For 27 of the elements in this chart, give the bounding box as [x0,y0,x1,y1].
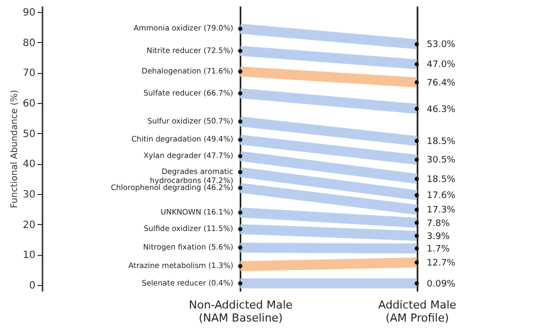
annotation: 3.9% [426,232,450,242]
x-tick-label: Addicted Male (AM Profile) [378,298,456,324]
y-tick-label: 60 [22,98,36,110]
annotation: 76.4% [426,78,456,88]
y-axis-title: Functional Abundance (%) [10,90,20,208]
annotation: 12.7% [426,258,456,268]
annotation: 30.5% [426,156,456,166]
y-tick-label: 0 [29,280,36,292]
y-tick-label: 50 [22,128,36,140]
y-tick-label: 10 [22,250,36,262]
annotation: 7.8% [426,218,450,229]
y-tick-label: 70 [22,68,36,80]
y-tick-label: 80 [22,38,36,49]
annotation: 1.7% [426,244,450,255]
annotation: 18.5% [426,136,456,147]
annotation: 46.3% [426,104,456,115]
annotation: 47.0% [426,60,456,70]
y-tick-label: 30 [22,189,36,200]
annotation: 18.5% [426,174,456,185]
x-tick-label: Non-Addicted Male (NAM Baseline) [188,298,293,324]
annotation: 17.6% [426,191,456,202]
y-tick-label: 90 [22,8,36,19]
annotation: 17.3% [426,206,456,216]
annotation: 53.0% [426,40,456,50]
y-tick-label: 20 [22,220,36,231]
y-tick-label: 40 [22,159,36,170]
annotation: 0.09% [426,279,456,290]
